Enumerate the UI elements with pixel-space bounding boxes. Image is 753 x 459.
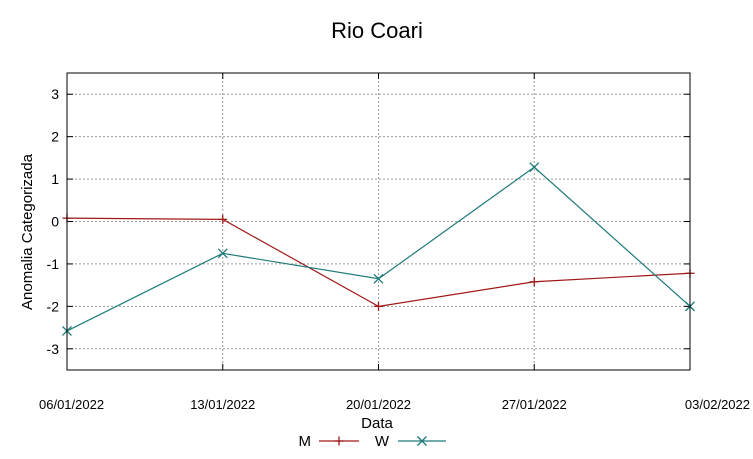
y-tick-label: -2	[47, 298, 60, 314]
x-tick-label: 03/02/2022	[685, 397, 750, 412]
grid	[66, 73, 691, 370]
data-point	[217, 248, 228, 259]
data-point	[218, 214, 228, 224]
x-axis: 06/01/2022 13/01/2022 20/01/2022 27/01/2022…	[39, 73, 750, 412]
x-axis-label: Data	[361, 415, 393, 432]
plot-frame	[66, 72, 691, 371]
legend-label: M	[299, 433, 312, 450]
chart-title: Rio Coari	[331, 18, 423, 43]
data-point	[374, 301, 383, 311]
data-point	[529, 277, 539, 287]
y-tick-label: 3	[51, 86, 59, 102]
legend-marker	[334, 436, 344, 446]
x-tick-label: 27/01/2022	[502, 397, 567, 412]
legend-marker	[417, 436, 427, 446]
x-tick-label: 06/01/2022	[39, 397, 104, 412]
y-tick-label: 2	[51, 129, 59, 145]
y-tick-label: 1	[51, 171, 59, 187]
data-point	[373, 273, 384, 284]
y-axis: 3 2 1 0 -1 -2 -3	[47, 86, 690, 357]
x-tick-label: 20/01/2022	[346, 397, 411, 412]
series-group	[62, 162, 695, 336]
y-tick-label: -3	[47, 341, 60, 357]
y-axis-label: Anomalia Categorizada	[19, 153, 36, 310]
y-tick-label: -1	[47, 256, 60, 272]
y-tick-label: 0	[51, 214, 59, 230]
x-tick-label: 13/01/2022	[190, 397, 255, 412]
series-w	[62, 162, 695, 336]
data-point	[529, 162, 540, 173]
legend-label: W	[375, 433, 390, 450]
